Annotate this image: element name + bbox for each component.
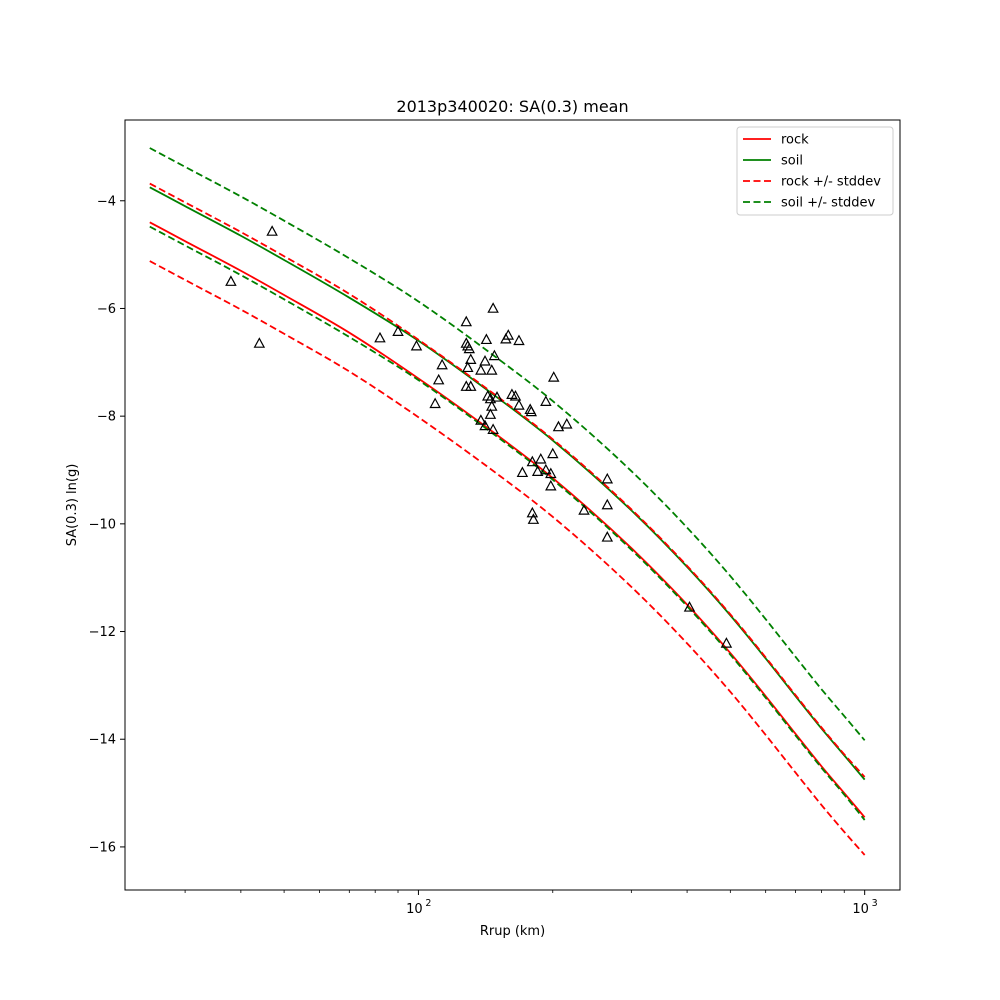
- y-axis-label: SA(0.3) ln(g): [65, 464, 80, 547]
- observation-point: [545, 467, 557, 479]
- x-tick-label: 10: [406, 902, 423, 917]
- observation-point: [475, 414, 487, 425]
- chart-title: 2013p340020: SA(0.3) mean: [396, 97, 628, 116]
- x-tick-exponent: 3: [872, 898, 878, 909]
- observation-point: [552, 420, 565, 432]
- observation-point: [465, 380, 477, 391]
- y-tick-label: −8: [97, 410, 116, 425]
- y-tick-label: −4: [97, 194, 116, 209]
- legend-label: rock +/- stddev: [781, 175, 881, 190]
- y-tick-label: −10: [89, 517, 116, 532]
- observation-point: [601, 498, 614, 510]
- observation-point: [460, 315, 473, 327]
- observation-point: [486, 400, 498, 411]
- y-tick-label: −16: [89, 840, 116, 855]
- plot-area: [149, 147, 866, 856]
- observation-point: [374, 331, 386, 343]
- observation-points: [225, 225, 733, 648]
- series-line-soil-stddev-5: [149, 225, 866, 821]
- observation-point: [487, 423, 499, 434]
- observation-point: [527, 513, 540, 524]
- observation-point: [720, 637, 733, 648]
- observation-point: [465, 353, 477, 364]
- observation-point: [525, 405, 538, 417]
- legend: rock soil rock +/- stddev soil +/- stddev: [736, 126, 894, 216]
- observation-point: [683, 601, 696, 612]
- observation-point: [547, 371, 560, 382]
- observation-point: [475, 364, 487, 375]
- series-line-rock-stddev-2: [149, 260, 866, 856]
- y-axis: −4 −6 −8 −10 −12 −14 −16: [89, 194, 125, 855]
- observation-point: [535, 452, 547, 464]
- observation-point: [540, 395, 552, 406]
- legend-label: rock: [781, 133, 809, 148]
- observation-point: [429, 397, 441, 409]
- observation-point: [486, 364, 498, 375]
- observation-point: [480, 333, 493, 345]
- observation-point: [253, 337, 266, 348]
- observation-point: [392, 325, 404, 336]
- observation-point: [487, 302, 499, 313]
- observation-point: [410, 339, 423, 351]
- observation-point: [601, 531, 614, 542]
- observation-point: [513, 334, 525, 346]
- observation-point: [526, 455, 539, 467]
- legend-label: soil +/- stddev: [781, 196, 876, 211]
- observation-point: [516, 466, 529, 478]
- y-tick-label: −14: [89, 733, 116, 748]
- axes-frame: [124, 119, 901, 891]
- observation-point: [225, 275, 237, 286]
- observation-point: [488, 349, 501, 361]
- observation-point: [502, 329, 515, 340]
- x-axis: 10 2 10 3: [184, 890, 878, 917]
- observation-point: [601, 472, 614, 484]
- observation-point: [432, 373, 445, 385]
- observation-point: [513, 399, 525, 410]
- observation-point: [531, 465, 544, 476]
- y-tick-label: −6: [97, 302, 116, 317]
- x-axis-label: Rrup (km): [480, 924, 545, 939]
- y-tick-label: −12: [89, 625, 116, 640]
- observation-point: [509, 389, 522, 401]
- observation-point: [462, 361, 474, 373]
- series-line-rock-0: [149, 221, 866, 818]
- x-tick-label: 10: [852, 902, 869, 917]
- observation-point: [491, 391, 503, 402]
- observation-point: [479, 354, 491, 366]
- observation-point: [266, 225, 278, 236]
- observation-point: [578, 504, 590, 515]
- series-lines: [149, 147, 866, 856]
- observation-point: [484, 408, 497, 419]
- series-line-soil-stddev-4: [149, 147, 866, 741]
- legend-box: [736, 126, 894, 216]
- observation-point: [436, 358, 448, 370]
- series-line-rock-stddev-3: [149, 182, 866, 778]
- observation-point: [463, 342, 476, 354]
- observation-point: [479, 419, 491, 431]
- observation-point: [561, 417, 573, 429]
- x-tick-exponent: 2: [425, 898, 431, 909]
- observation-point: [545, 479, 557, 491]
- observation-point: [547, 447, 559, 459]
- observation-point: [540, 463, 552, 475]
- legend-label: soil: [781, 154, 803, 169]
